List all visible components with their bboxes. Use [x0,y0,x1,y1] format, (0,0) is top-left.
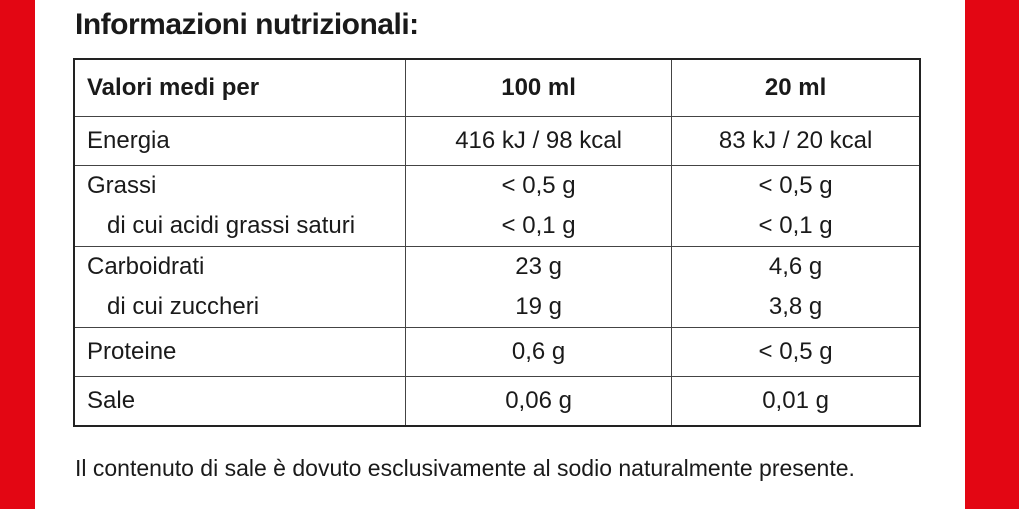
cell-text: < 0,1 g [501,212,576,239]
title: Informazioni nutrizionali: [75,8,419,41]
table-cell: 0,06 g [404,376,673,427]
cell-text: di cui zuccheri [107,293,260,320]
table-cell: 83 kJ / 20 kcal [671,116,921,166]
cell-text: Carboidrati [87,253,205,280]
table-cell: 0,01 g [671,376,921,427]
table-cell: 0,6 g [404,327,673,377]
table-cell: < 0,5 g < 0,1 g [404,165,673,247]
cell-text: < 0,5 g [758,172,833,199]
cell-text: 83 kJ / 20 kcal [718,127,873,154]
cell-text: < 0,5 g [758,338,833,365]
table-cell: 23 g 19 g [404,246,673,328]
table-row: Grassi di cui acidi grassi saturi < 0,5 g <… [73,165,921,247]
table-row: Sale 0,06 g 0,01 g [73,376,921,427]
cell-text: 0,6 g [511,338,566,365]
table-row: Carboidrati di cui zuccheri 23 g 19 g 4,6 g 3… [73,246,921,328]
cell-text: < 0,1 g [758,212,833,239]
cell-text: 416 kJ / 98 kcal [455,127,622,154]
nutrition-table: Valori medi per 100 ml 20 ml Energia 416 kJ … [73,58,921,427]
cell-text: 0,01 g [762,387,829,414]
cell-text: Grassi [87,172,157,199]
footnote: Il contenuto di sale è dovuto esclusivam… [75,455,855,481]
cell-text: Energia [87,127,170,154]
cell-text: di cui acidi grassi saturi [107,212,356,239]
cell-text: 23 g [515,253,562,280]
cell-text: 19 g [515,293,562,320]
table-cell: Proteine [73,327,406,377]
table-cell: 4,6 g 3,8 g [671,246,921,328]
cell-text: 4,6 g [768,253,823,280]
red-band [0,0,35,509]
table-cell: Carboidrati di cui zuccheri [73,246,406,328]
cell-text: Sale [87,387,136,414]
column-header: Valori medi per [73,58,406,117]
table-cell: Grassi di cui acidi grassi saturi [73,165,406,247]
table-cell: 416 kJ / 98 kcal [404,116,673,166]
table-row: Energia 416 kJ / 98 kcal 83 kJ / 20 kcal [73,116,921,166]
header-row: Valori medi per 100 ml 20 ml [73,58,921,117]
cell-text: 3,8 g [768,293,823,320]
table-cell: < 0,5 g [671,327,921,377]
column-header: 20 ml [671,58,921,117]
table-cell: < 0,5 g < 0,1 g [671,165,921,247]
table-row: Proteine 0,6 g < 0,5 g [73,327,921,377]
table-cell: Sale [73,376,406,427]
red-band [965,0,1019,509]
cell-text: < 0,5 g [501,172,576,199]
column-header: 100 ml [404,58,673,117]
table-cell: Energia [73,116,406,166]
cell-text: Proteine [87,338,177,365]
cell-text: 0,06 g [505,387,572,414]
